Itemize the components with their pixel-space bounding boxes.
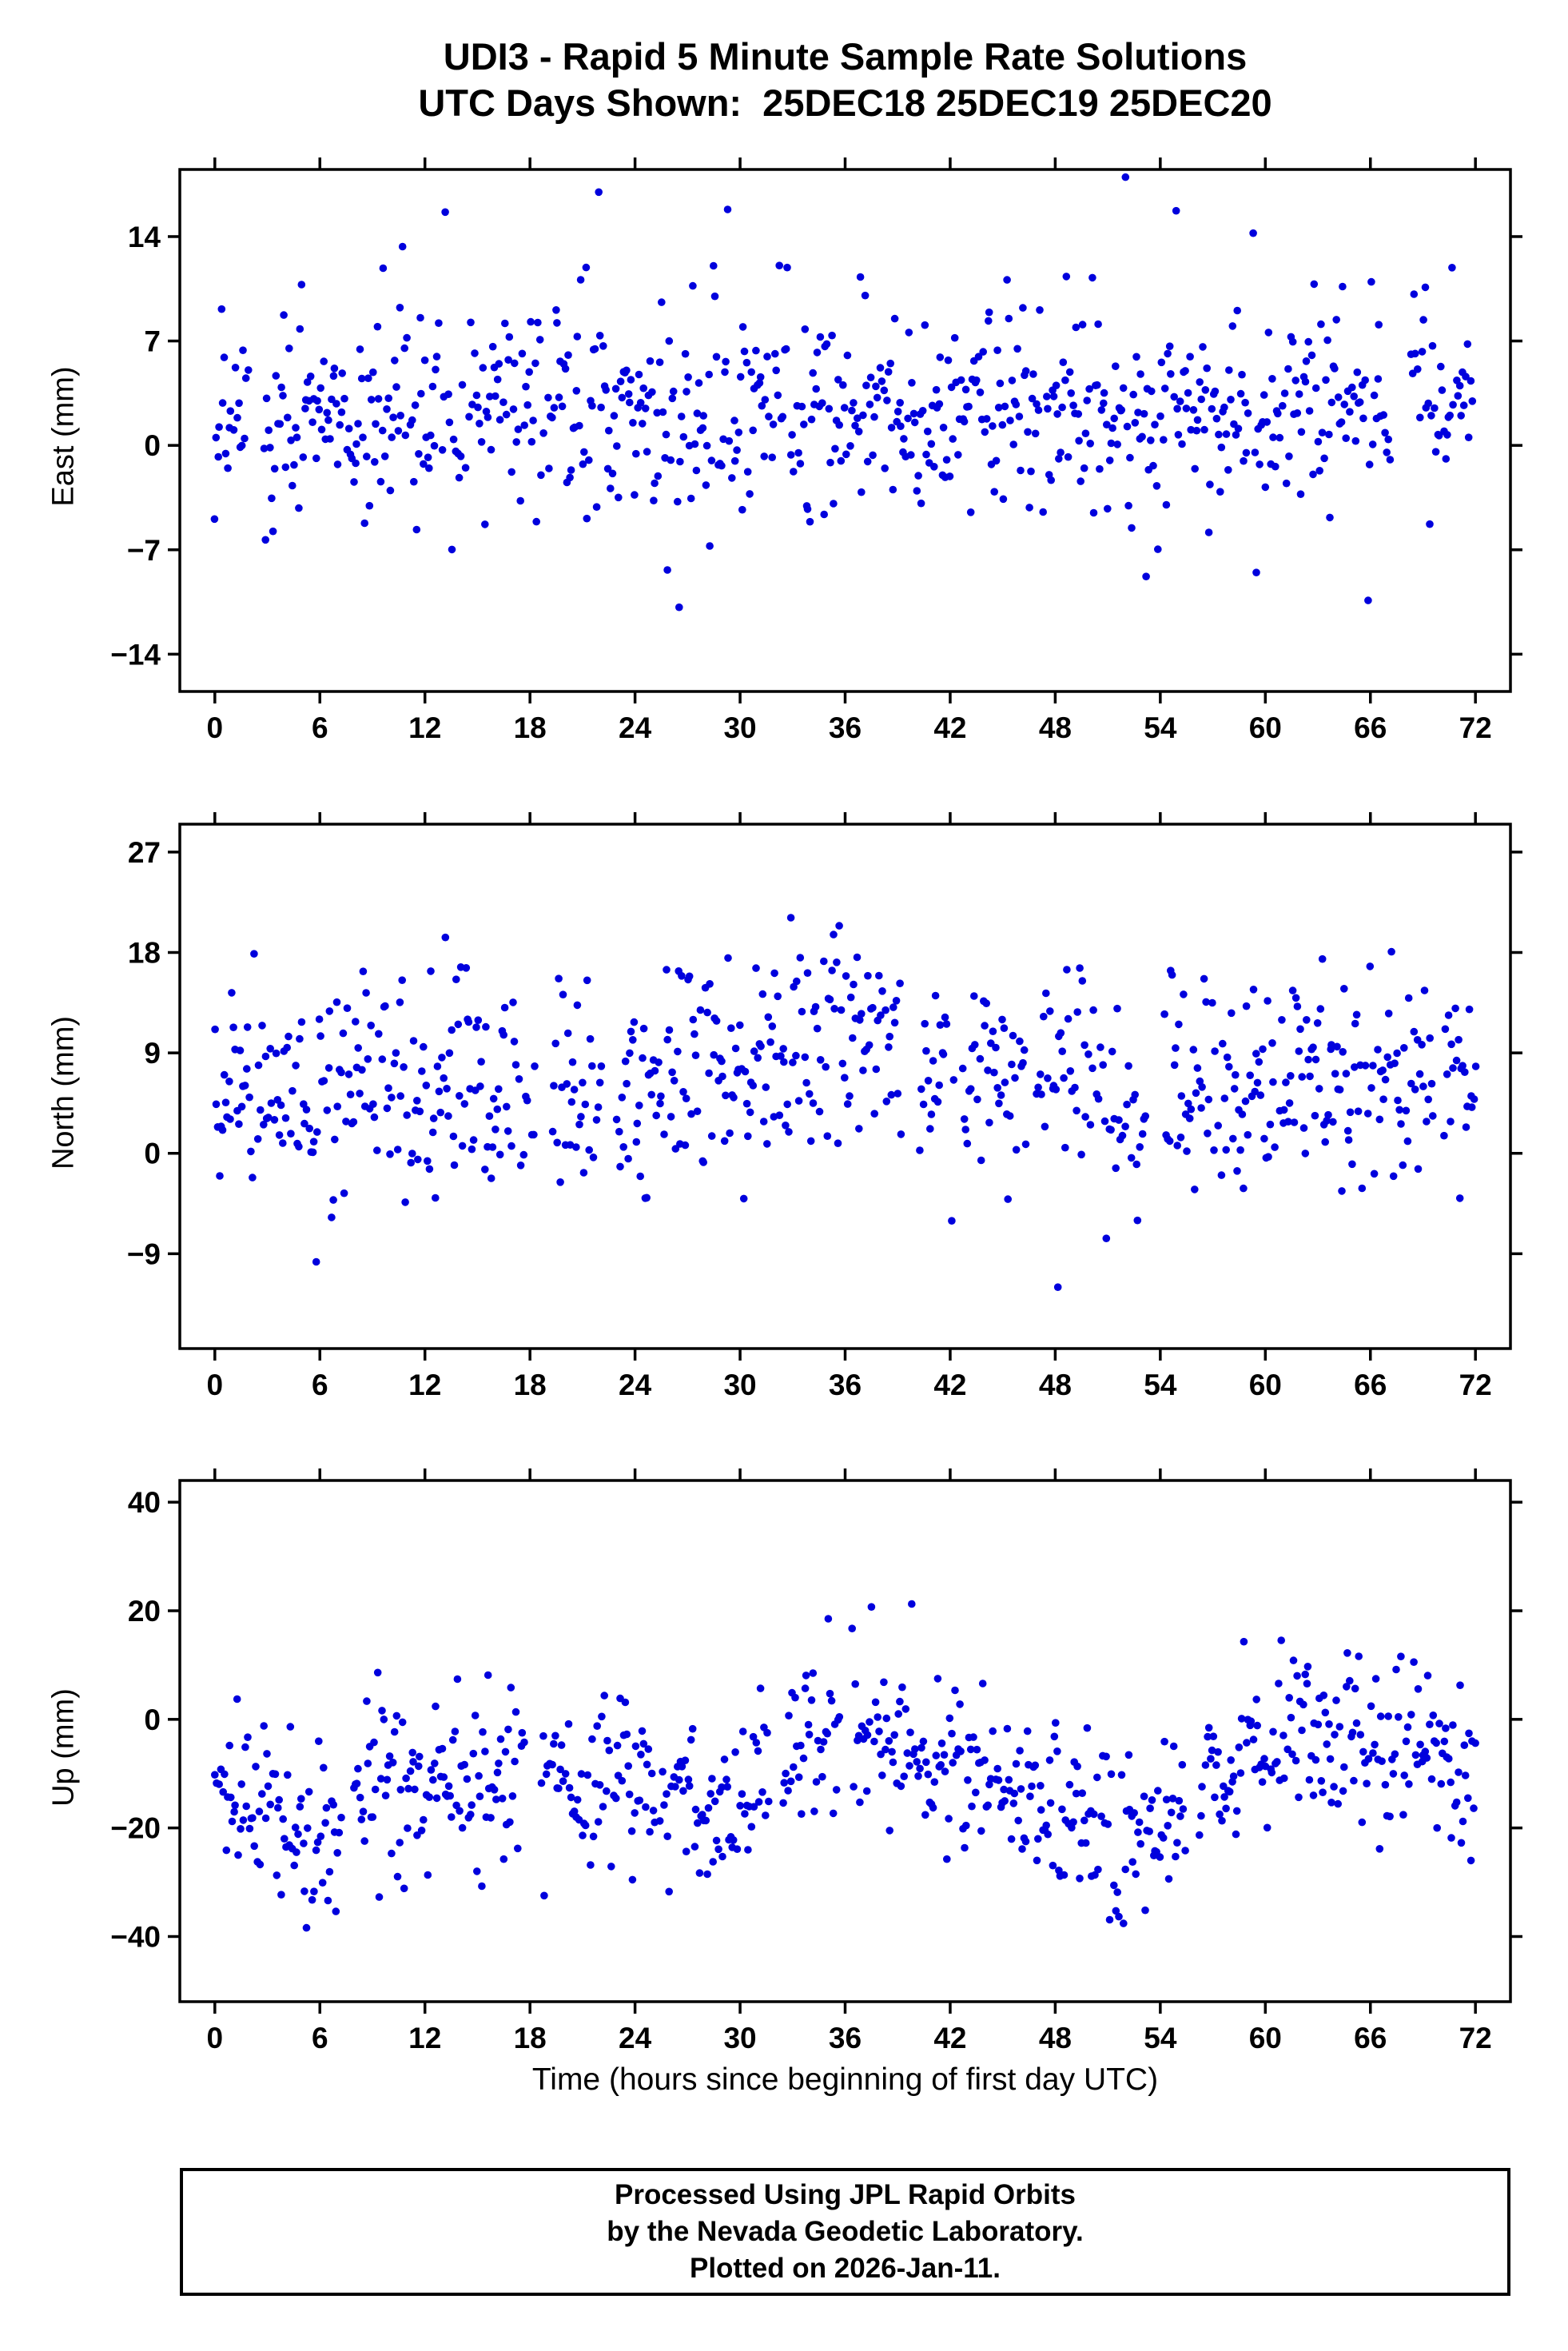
svg-text:0: 0 — [207, 2022, 224, 2054]
svg-text:6: 6 — [312, 1369, 328, 1401]
svg-text:−7: −7 — [127, 534, 161, 567]
svg-text:60: 60 — [1249, 2022, 1282, 2054]
svg-text:0: 0 — [144, 1703, 161, 1736]
svg-text:42: 42 — [933, 1369, 966, 1401]
svg-text:0: 0 — [207, 711, 224, 744]
svg-text:20: 20 — [128, 1595, 161, 1628]
svg-text:18: 18 — [514, 711, 547, 744]
svg-text:72: 72 — [1459, 2022, 1492, 2054]
svg-text:24: 24 — [619, 711, 652, 744]
svg-text:7: 7 — [144, 325, 161, 358]
svg-text:24: 24 — [619, 2022, 652, 2054]
svg-text:24: 24 — [619, 1369, 652, 1401]
svg-text:48: 48 — [1039, 711, 1072, 744]
svg-text:30: 30 — [723, 711, 756, 744]
svg-text:6: 6 — [312, 711, 328, 744]
svg-text:48: 48 — [1039, 1369, 1072, 1401]
svg-text:36: 36 — [829, 711, 862, 744]
x-axis-label: Time (hours since beginning of first day… — [531, 2062, 1159, 2097]
svg-text:42: 42 — [933, 711, 966, 744]
svg-text:−20: −20 — [110, 1812, 161, 1845]
svg-text:48: 48 — [1039, 2022, 1072, 2054]
svg-text:36: 36 — [829, 2022, 862, 2054]
footer-box: Processed Using JPL Rapid Orbits by the … — [180, 2168, 1510, 2296]
svg-text:18: 18 — [514, 1369, 547, 1401]
north-scatter-panel: 0 6 12 18 24 30 36 42 48 54 60 66 72 −9 0 9 18 27 — [127, 812, 1522, 1401]
svg-text:14: 14 — [128, 221, 161, 253]
svg-text:60: 60 — [1249, 711, 1282, 744]
svg-text:30: 30 — [723, 2022, 756, 2054]
north-axis-label: North (mm) — [46, 1015, 81, 1170]
east-scatter-panel: 0 6 12 18 24 30 36 42 48 54 60 66 72 −14 −7 0 7 14 — [110, 157, 1522, 744]
svg-text:0: 0 — [144, 1138, 161, 1170]
svg-text:0: 0 — [207, 1369, 224, 1401]
svg-text:60: 60 — [1249, 1369, 1282, 1401]
svg-text:6: 6 — [312, 2022, 328, 2054]
svg-text:−9: −9 — [127, 1237, 161, 1270]
up-axis-label: Up (mm) — [46, 1688, 81, 1807]
footer-line-1: Processed Using JPL Rapid Orbits — [614, 2179, 1077, 2210]
svg-text:42: 42 — [933, 2022, 966, 2054]
footer-line-3: Plotted on 2026-Jan-11. — [689, 2253, 1001, 2284]
svg-text:40: 40 — [128, 1486, 161, 1519]
plot-title: UDI3 - Rapid 5 Minute Sample Rate Soluti… — [443, 35, 1248, 78]
svg-text:18: 18 — [514, 2022, 547, 2054]
svg-text:12: 12 — [408, 2022, 441, 2054]
svg-text:72: 72 — [1459, 1369, 1492, 1401]
svg-text:36: 36 — [829, 1369, 862, 1401]
svg-text:0: 0 — [144, 429, 161, 462]
svg-text:18: 18 — [128, 937, 161, 970]
svg-text:66: 66 — [1354, 711, 1387, 744]
up-scatter-panel: 0 6 12 18 24 30 36 42 48 54 60 66 72 −40 −20 0 20 40 — [110, 1468, 1522, 2054]
east-axis-label: East (mm) — [46, 366, 81, 507]
svg-text:72: 72 — [1459, 711, 1492, 744]
svg-text:54: 54 — [1144, 2022, 1177, 2054]
svg-text:54: 54 — [1144, 1369, 1177, 1401]
svg-text:−14: −14 — [110, 638, 161, 671]
svg-text:27: 27 — [128, 836, 161, 869]
footer-line-2: by the Nevada Geodetic Laboratory. — [607, 2216, 1084, 2247]
svg-text:9: 9 — [144, 1037, 161, 1070]
svg-text:12: 12 — [408, 711, 441, 744]
svg-text:66: 66 — [1354, 2022, 1387, 2054]
plot-subtitle: UTC Days Shown: 25DEC18 25DEC19 25DEC20 — [418, 82, 1272, 124]
svg-text:30: 30 — [723, 1369, 756, 1401]
svg-text:−40: −40 — [110, 1921, 161, 1954]
svg-text:12: 12 — [408, 1369, 441, 1401]
title-block: UDI3 - Rapid 5 Minute Sample Rate Soluti… — [180, 34, 1510, 126]
svg-text:54: 54 — [1144, 711, 1177, 744]
svg-text:66: 66 — [1354, 1369, 1387, 1401]
